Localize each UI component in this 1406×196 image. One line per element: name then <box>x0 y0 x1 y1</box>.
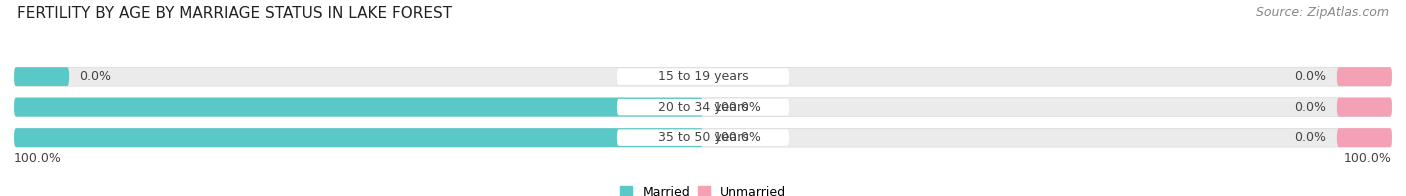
Text: 15 to 19 years: 15 to 19 years <box>658 70 748 83</box>
FancyBboxPatch shape <box>617 68 789 85</box>
Text: 20 to 34 years: 20 to 34 years <box>658 101 748 114</box>
Legend: Married, Unmarried: Married, Unmarried <box>614 181 792 196</box>
FancyBboxPatch shape <box>14 98 1392 117</box>
FancyBboxPatch shape <box>14 128 703 147</box>
Text: 0.0%: 0.0% <box>1295 101 1326 114</box>
FancyBboxPatch shape <box>14 98 703 117</box>
Text: 100.0%: 100.0% <box>713 101 761 114</box>
Text: 100.0%: 100.0% <box>14 152 62 165</box>
FancyBboxPatch shape <box>14 128 1392 147</box>
Text: 35 to 50 years: 35 to 50 years <box>658 131 748 144</box>
Text: 100.0%: 100.0% <box>713 131 761 144</box>
FancyBboxPatch shape <box>14 67 69 86</box>
Text: 0.0%: 0.0% <box>1295 131 1326 144</box>
FancyBboxPatch shape <box>1337 67 1392 86</box>
Text: 0.0%: 0.0% <box>80 70 111 83</box>
Text: 0.0%: 0.0% <box>1295 70 1326 83</box>
FancyBboxPatch shape <box>617 99 789 115</box>
Text: 100.0%: 100.0% <box>1344 152 1392 165</box>
FancyBboxPatch shape <box>617 129 789 146</box>
FancyBboxPatch shape <box>1337 128 1392 147</box>
Text: Source: ZipAtlas.com: Source: ZipAtlas.com <box>1256 6 1389 19</box>
Text: FERTILITY BY AGE BY MARRIAGE STATUS IN LAKE FOREST: FERTILITY BY AGE BY MARRIAGE STATUS IN L… <box>17 6 451 21</box>
FancyBboxPatch shape <box>1337 98 1392 117</box>
FancyBboxPatch shape <box>14 67 1392 86</box>
